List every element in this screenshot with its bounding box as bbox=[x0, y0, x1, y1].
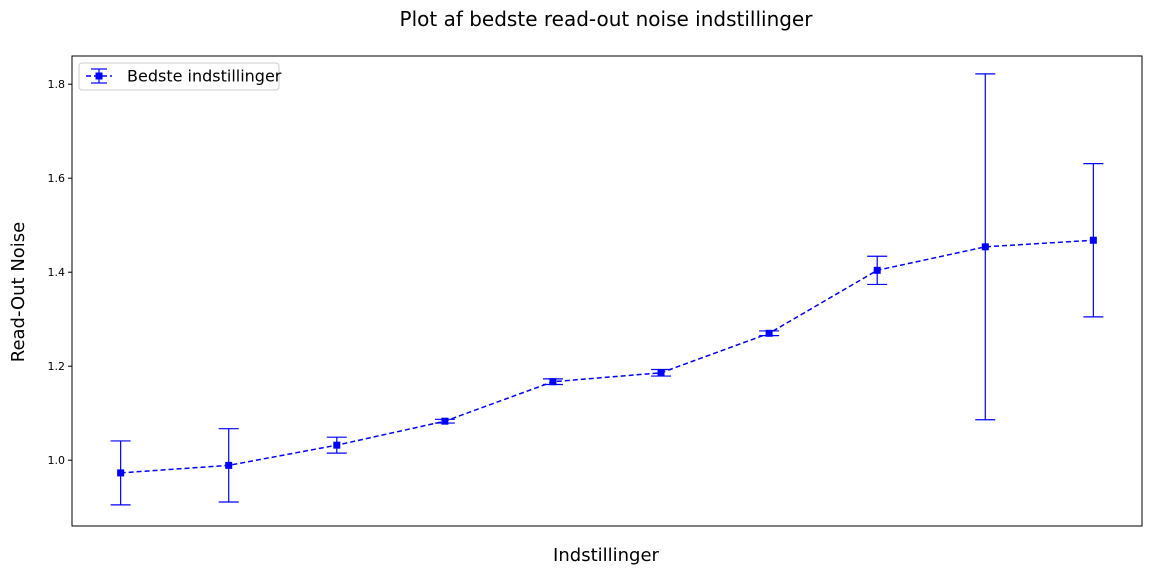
data-point bbox=[657, 369, 665, 377]
y-tick-label: 1.6 bbox=[48, 172, 66, 185]
y-tick-label: 1.2 bbox=[48, 360, 66, 373]
legend: Bedste indstillinger bbox=[78, 62, 282, 91]
y-axis-label: Read-Out Noise bbox=[8, 222, 29, 363]
series-line bbox=[120, 239, 1094, 474]
y-tick-label: 1.8 bbox=[48, 78, 66, 91]
data-point bbox=[333, 441, 341, 449]
data-point bbox=[873, 266, 881, 274]
legend-marker bbox=[95, 72, 103, 80]
y-tick-label: 1.4 bbox=[48, 266, 66, 279]
legend-box bbox=[78, 62, 280, 91]
data-point bbox=[981, 243, 989, 251]
data-point bbox=[225, 461, 233, 469]
data-point bbox=[765, 329, 773, 337]
data-point bbox=[441, 417, 449, 425]
y-tick-label: 1.0 bbox=[48, 454, 66, 467]
data-point bbox=[549, 378, 557, 386]
data-point bbox=[117, 469, 125, 477]
data-point bbox=[1089, 236, 1097, 244]
plot-frame bbox=[71, 55, 1143, 527]
plot-area: 1.0 1.2 1.4 1.6 1.8 bbox=[48, 73, 1104, 506]
legend-label: Bedste indstillinger bbox=[127, 67, 282, 86]
x-axis-label: Indstillinger bbox=[553, 545, 659, 566]
chart-title: Plot af bedste read-out noise indstillin… bbox=[400, 7, 814, 31]
